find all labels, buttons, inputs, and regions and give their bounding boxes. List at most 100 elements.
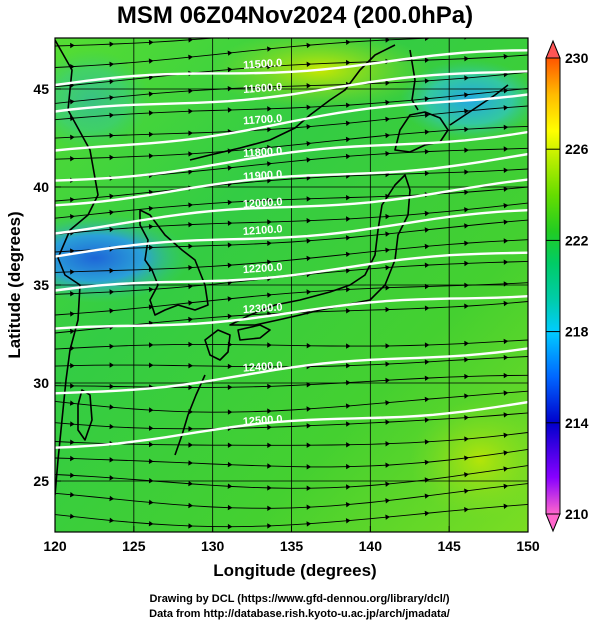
streamline (55, 202, 528, 235)
wind-arrow (188, 341, 193, 348)
colorbar-scale (545, 57, 561, 515)
wind-arrow (188, 54, 193, 60)
wind-arrow (503, 450, 509, 456)
wind-arrow (70, 492, 75, 498)
wind-arrow (385, 441, 390, 447)
coastline-taiwan (77, 389, 93, 441)
wind-arrow (464, 415, 469, 421)
wind-arrow (188, 442, 193, 448)
wind-arrow (306, 423, 312, 429)
wind-arrow (109, 132, 115, 139)
wind-arrow (306, 175, 312, 181)
wind-arrow (148, 407, 154, 413)
wind-arrow (385, 247, 390, 253)
wind-arrow (464, 455, 469, 461)
streamline (55, 390, 528, 413)
wind-arrow (345, 136, 351, 143)
wind-arrow (70, 421, 75, 427)
streamline (55, 339, 528, 350)
wind-arrow (346, 363, 351, 369)
wind-arrow (385, 306, 390, 313)
coastlines (55, 39, 509, 496)
wind-arrow (188, 502, 193, 509)
wind-arrow (464, 436, 469, 442)
wind-arrow (69, 400, 75, 406)
wind-arrow (503, 146, 509, 152)
coastline-kyushu (204, 329, 231, 361)
wind-arrow (503, 53, 509, 60)
wind-arrow (503, 71, 509, 78)
wind-arrow (464, 472, 469, 478)
wind-arrow (109, 404, 115, 410)
wind-arrow (70, 156, 75, 162)
wind-arrow (503, 300, 509, 307)
wind-arrow (503, 432, 509, 438)
geopotential-contours (55, 49, 528, 449)
wind-arrow (267, 259, 272, 265)
wind-arrow (227, 199, 233, 206)
colorbar: 230 226 222 218 214 210 (545, 39, 589, 533)
wind-arrow (267, 144, 272, 151)
wind-arrow (267, 408, 272, 414)
streamline (55, 38, 448, 68)
wind-arrow (306, 504, 312, 510)
credit-dcl: Drawing by DCL (https://www.gfd-dennou.o… (149, 593, 450, 605)
wind-arrow (345, 403, 351, 409)
wind-arrow (464, 13, 469, 18)
wind-arrow (70, 269, 75, 275)
y-tick-label: 40 (33, 179, 49, 195)
wind-arrow (464, 207, 469, 213)
wind-arrow (149, 342, 154, 348)
streamline (55, 282, 528, 316)
wind-arrow (267, 364, 272, 370)
wind-arrow (306, 406, 312, 412)
wind-arrow (346, 59, 351, 66)
wind-arrow (227, 165, 233, 171)
x-tick-label: 150 (516, 538, 540, 554)
wind-arrow (227, 220, 233, 226)
wind-arrow (188, 283, 193, 290)
wind-arrow (503, 390, 509, 396)
wind-arrow (109, 61, 115, 67)
wind-arrow (188, 480, 193, 487)
wind-arrow (148, 224, 154, 230)
y-tick-label: 35 (33, 277, 49, 293)
wind-arrow (345, 235, 351, 241)
wind-arrow (70, 291, 75, 297)
colorbar-tick-label: 226 (565, 141, 589, 157)
wind-arrow (424, 439, 430, 445)
height-contour (55, 70, 528, 113)
wind-arrow (424, 359, 430, 365)
wind-arrow (424, 38, 430, 41)
wind-arrow (227, 296, 233, 302)
height-contour (55, 295, 528, 330)
wind-arrow (227, 313, 233, 319)
wind-arrow (346, 195, 351, 201)
wind-arrow (306, 218, 312, 224)
wind-arrow (424, 149, 430, 155)
wind-arrow (109, 383, 115, 390)
wind-arrow (227, 262, 233, 268)
wind-arrow (267, 64, 272, 70)
wind-arrow (70, 248, 75, 254)
wind-arrow (227, 504, 233, 511)
wind-arrow (148, 304, 154, 310)
wind-arrow (109, 423, 115, 430)
wind-arrow (503, 124, 509, 130)
wind-arrow (109, 193, 115, 199)
wind-arrow (424, 78, 430, 84)
wind-arrow (464, 373, 469, 380)
wind-arrow (148, 499, 154, 505)
wind-arrow (267, 106, 272, 112)
streamline (55, 432, 528, 446)
height-contour (55, 130, 528, 182)
streamline (55, 168, 528, 202)
y-tick-label: 45 (33, 81, 49, 97)
wind-arrow (70, 455, 75, 462)
contour-label: 12200.0 (242, 261, 283, 276)
wind-arrow (70, 328, 75, 335)
wind-arrow (424, 305, 430, 311)
contour-label: 11700.0 (243, 113, 283, 128)
wind-arrow (464, 56, 469, 62)
